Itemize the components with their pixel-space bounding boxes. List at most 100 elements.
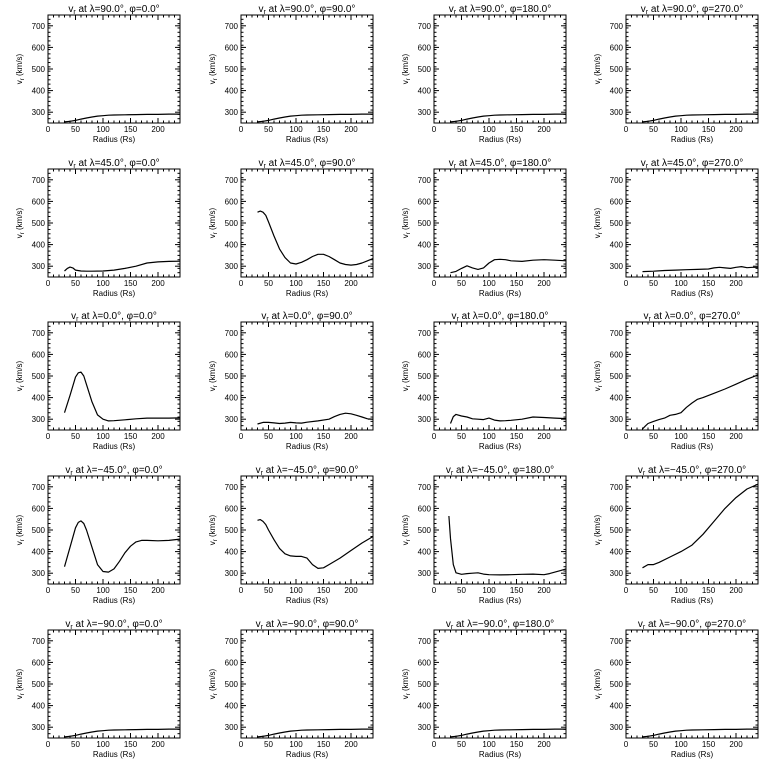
x-tick-label: 200 — [537, 586, 551, 595]
ylabel-v: v — [401, 387, 410, 391]
y-tick-label: 300 — [225, 723, 239, 732]
x-tick-label: 0 — [432, 740, 437, 749]
y-tick-label: 600 — [225, 43, 239, 52]
x-tick-label: 0 — [46, 279, 51, 288]
x-tick-label: 150 — [702, 279, 716, 288]
x-tick-label: 100 — [96, 279, 110, 288]
y-tick-label: 300 — [225, 415, 239, 424]
subplot-title: vr at λ=0.0°, φ=270.0° — [644, 311, 741, 323]
ylabel-units: (km/s) — [15, 360, 24, 385]
x-tick-label: 50 — [264, 740, 273, 749]
x-axis-label: Radius (Rs) — [286, 750, 329, 759]
x-tick-label: 100 — [674, 432, 688, 441]
ylabel-units: (km/s) — [208, 360, 217, 385]
velocity-curve — [257, 113, 373, 123]
x-tick-label: 150 — [124, 740, 138, 749]
x-tick-label: 200 — [729, 125, 743, 134]
y-axis-label: vr (km/s) — [15, 668, 26, 699]
title-rest: at λ=90.0°, φ=180.0° — [456, 4, 551, 15]
ylabel-v: v — [593, 541, 602, 545]
y-tick-label: 700 — [32, 483, 46, 492]
y-tick-label: 700 — [610, 637, 624, 646]
title-rest: at λ=45.0°, φ=0.0° — [76, 158, 160, 169]
plot-frame — [433, 629, 567, 739]
x-tick-label: 100 — [96, 125, 110, 134]
y-tick-label: 400 — [418, 394, 432, 403]
x-tick-label: 0 — [239, 125, 244, 134]
y-tick-label: 600 — [610, 504, 624, 513]
x-tick-label: 150 — [124, 125, 138, 134]
ylabel-v: v — [593, 387, 602, 391]
title-v: v — [259, 4, 264, 15]
title-rest: at λ=0.0°, φ=180.0° — [459, 311, 549, 322]
ylabel-units: (km/s) — [208, 668, 217, 693]
title-sub-r: r — [264, 9, 267, 16]
x-tick-label: 0 — [624, 125, 629, 134]
x-tick-label: 200 — [344, 740, 358, 749]
x-tick-label: 0 — [46, 432, 51, 441]
y-tick-label: 700 — [225, 176, 239, 185]
y-tick-label: 700 — [418, 176, 432, 185]
y-tick-label: 600 — [418, 658, 432, 667]
y-tick-label: 300 — [32, 569, 46, 578]
y-tick-label: 700 — [225, 637, 239, 646]
x-tick-label: 150 — [317, 740, 331, 749]
y-tick-label: 700 — [610, 22, 624, 31]
y-tick-label: 500 — [32, 219, 46, 228]
ylabel-v: v — [15, 234, 24, 238]
ylabel-v: v — [15, 80, 24, 84]
y-tick-label: 400 — [32, 241, 46, 250]
y-tick-label: 500 — [418, 372, 432, 381]
y-tick-label: 500 — [610, 680, 624, 689]
x-tick-label: 100 — [482, 740, 496, 749]
x-tick-label: 200 — [344, 432, 358, 441]
y-tick-label: 600 — [610, 658, 624, 667]
y-tick-label: 500 — [32, 526, 46, 535]
plot-frame — [240, 14, 374, 124]
x-tick-label: 150 — [702, 740, 716, 749]
title-sub-r: r — [649, 316, 652, 323]
y-tick-label: 400 — [32, 548, 46, 557]
x-tick-label: 50 — [71, 586, 80, 595]
ylabel-units: (km/s) — [15, 668, 24, 693]
title-sub-r: r — [643, 470, 646, 477]
velocity-curve — [257, 210, 374, 266]
title-rest: at λ=90.0°, φ=90.0° — [266, 4, 356, 15]
y-tick-label: 700 — [225, 22, 239, 31]
y-tick-label: 600 — [225, 658, 239, 667]
y-tick-label: 500 — [610, 526, 624, 535]
y-tick-label: 600 — [32, 504, 46, 513]
x-tick-label: 0 — [46, 586, 51, 595]
x-tick-label: 150 — [510, 279, 524, 288]
plot-frame — [47, 629, 181, 739]
y-tick-label: 300 — [610, 723, 624, 732]
y-tick-label: 500 — [610, 219, 624, 228]
y-axis-label: vr (km/s) — [401, 360, 412, 391]
x-tick-label: 0 — [432, 279, 437, 288]
velocity-curve — [642, 728, 758, 738]
ylabel-units: (km/s) — [15, 207, 24, 232]
title-sub-r: r — [646, 9, 649, 16]
x-tick-label: 100 — [96, 740, 110, 749]
subplot-title: vr at λ=−45.0°, φ=180.0° — [446, 465, 554, 477]
title-sub-r: r — [451, 470, 454, 477]
plot-frame — [47, 168, 181, 278]
ylabel-sub-r: r — [406, 78, 412, 80]
ylabel-sub-r: r — [20, 385, 26, 387]
velocity-curve — [257, 412, 374, 425]
x-tick-label: 150 — [510, 125, 524, 134]
ylabel-v: v — [208, 387, 217, 391]
y-tick-label: 600 — [418, 197, 432, 206]
ylabel-v: v — [208, 80, 217, 84]
subplot-title: vr at λ=−90.0°, φ=0.0° — [65, 619, 162, 631]
y-tick-label: 700 — [418, 22, 432, 31]
velocity-curve — [63, 520, 181, 573]
y-tick-label: 700 — [32, 176, 46, 185]
ylabel-sub-r: r — [213, 232, 219, 234]
x-axis-label: Radius (Rs) — [671, 289, 714, 298]
ylabel-sub-r: r — [598, 539, 604, 541]
